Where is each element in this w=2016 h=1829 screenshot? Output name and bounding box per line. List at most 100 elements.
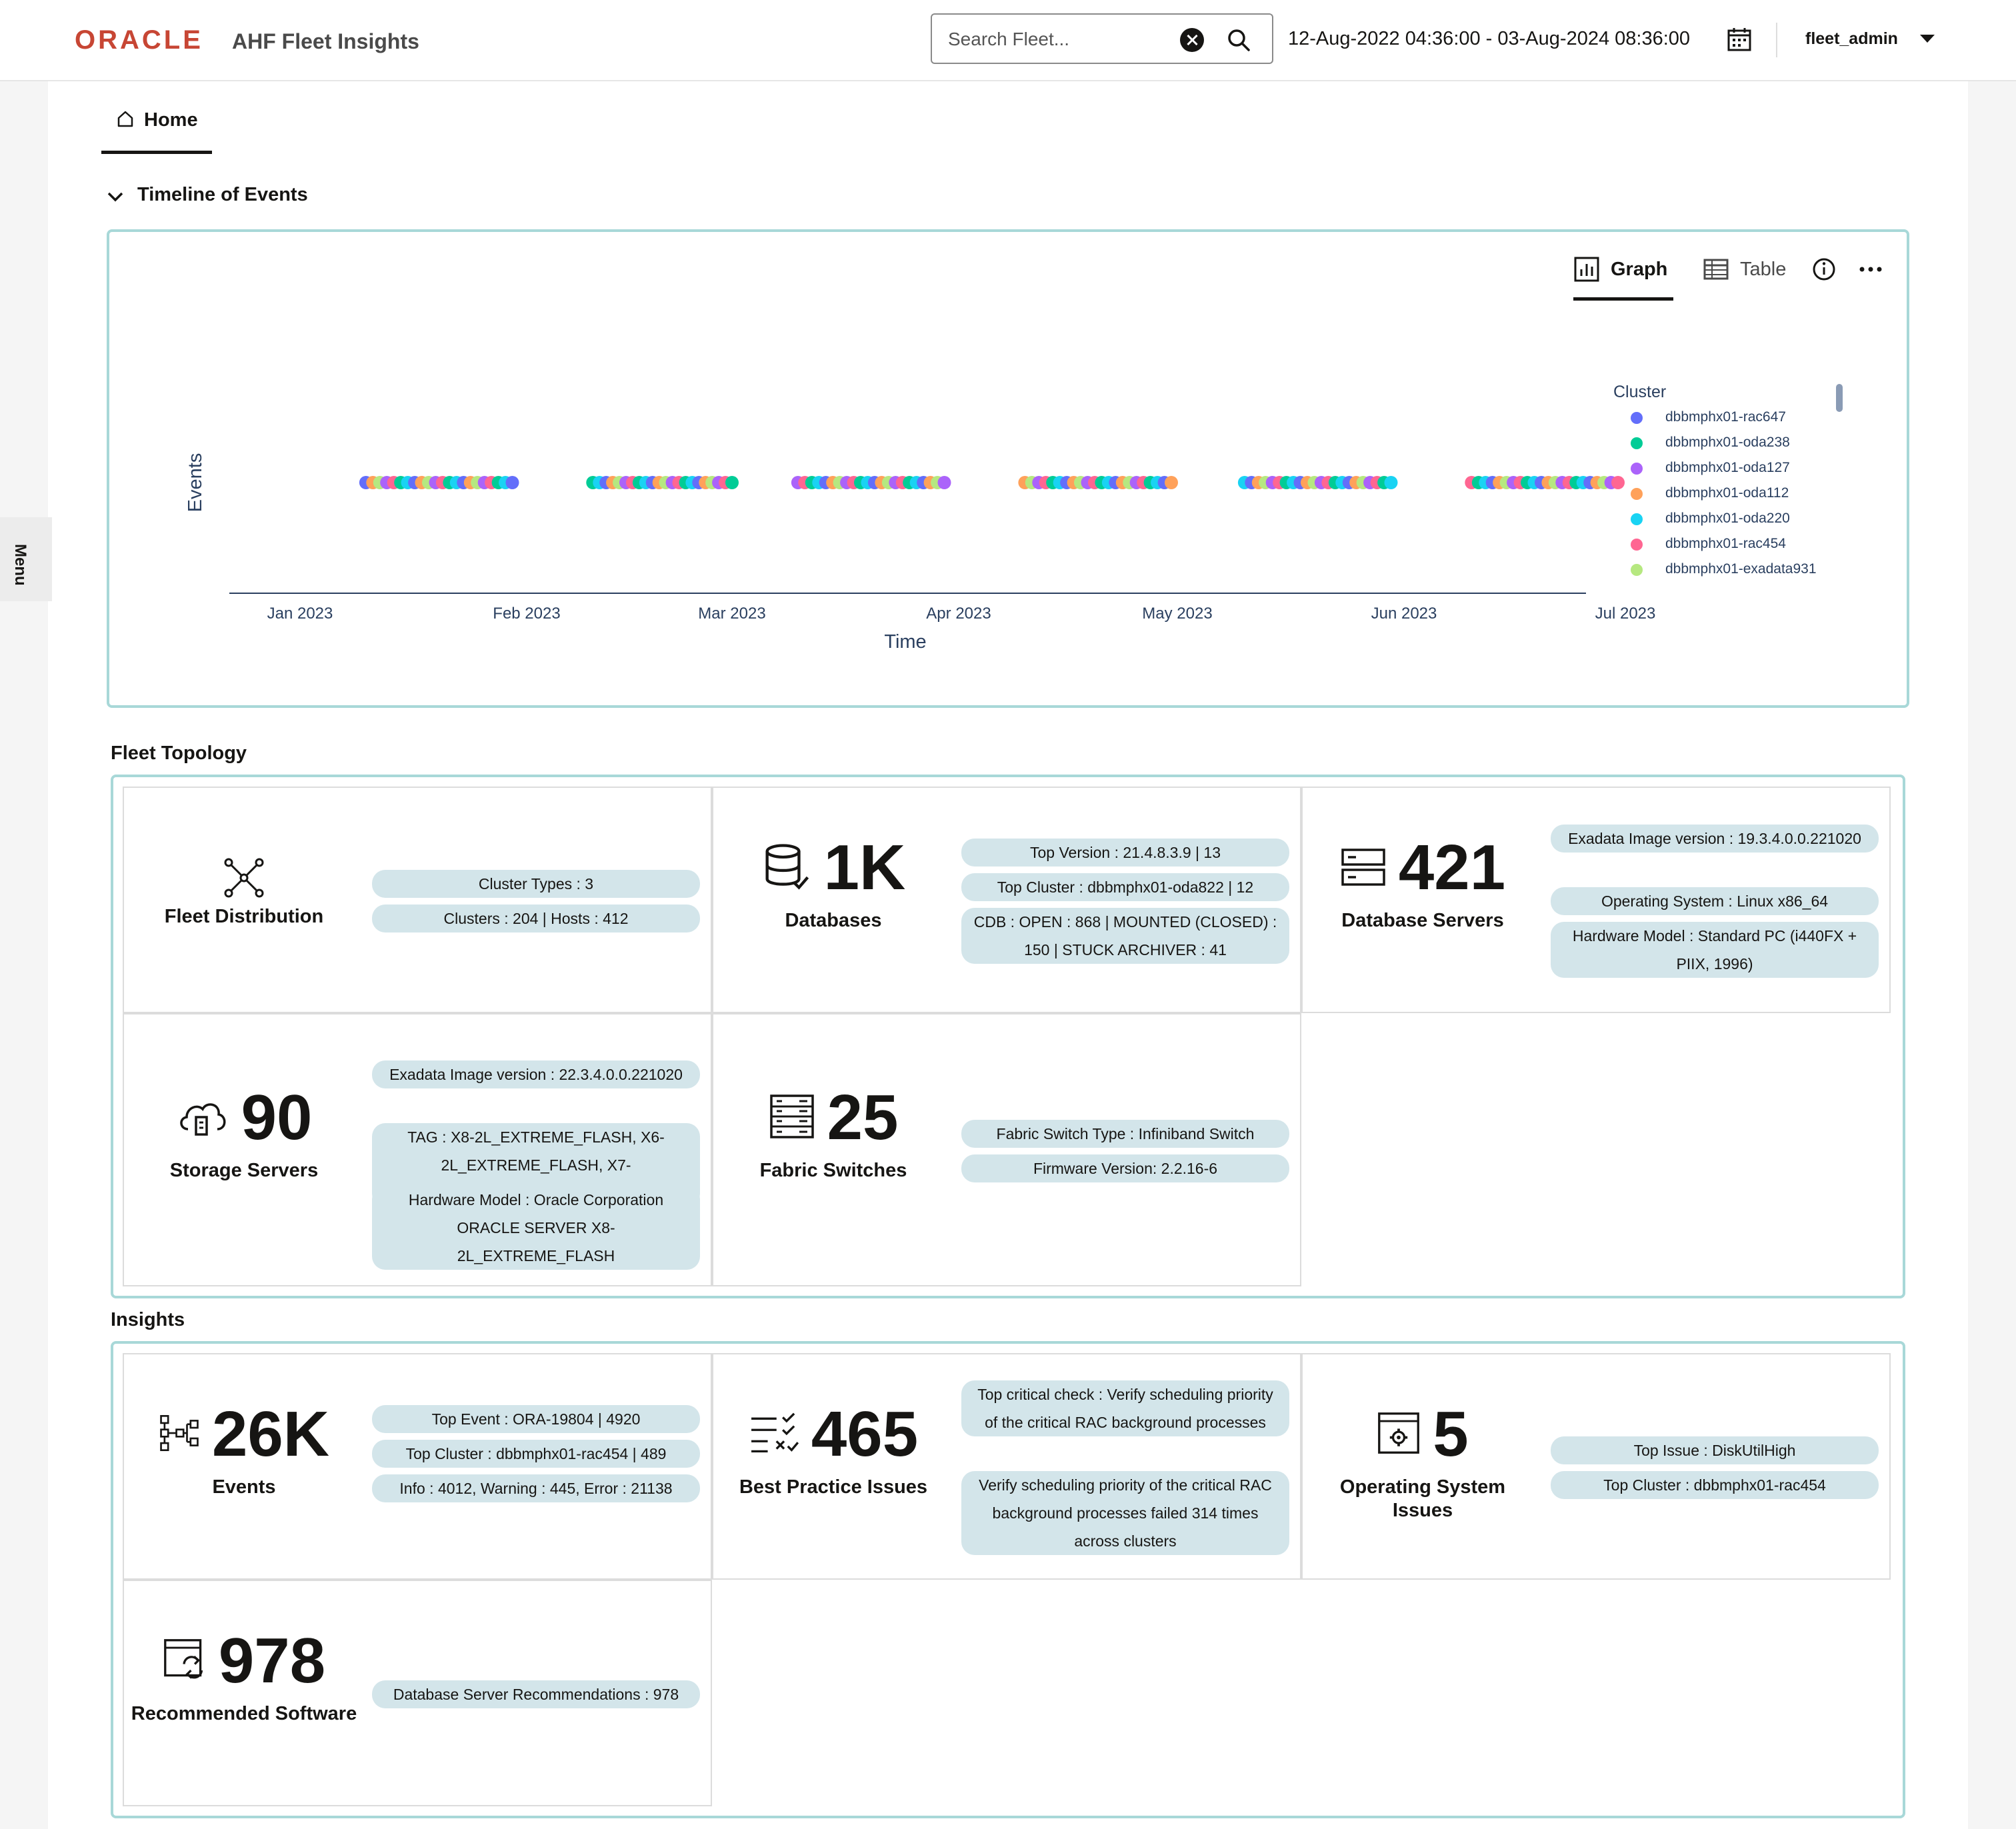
menu-toggle[interactable]: Menu bbox=[0, 517, 52, 601]
x-tick-label: Apr 2023 bbox=[926, 605, 991, 623]
os-label: Operating System Issues bbox=[1339, 1476, 1506, 1521]
info-pill: Top Version : 21.4.8.3.9 | 13 bbox=[961, 839, 1289, 867]
sw-headline: 978 bbox=[124, 1629, 364, 1693]
event-point[interactable] bbox=[1611, 476, 1625, 489]
legend-item[interactable]: dbbmphx01-oda112 bbox=[1631, 483, 1851, 508]
legend-label: dbbmphx01-rac454 bbox=[1665, 536, 1786, 551]
legend-label: dbbmphx01-oda220 bbox=[1665, 511, 1790, 526]
os-icon bbox=[1377, 1411, 1421, 1458]
os-card[interactable]: 5 Operating System Issues Top Issue : Disk… bbox=[1301, 1353, 1891, 1580]
left-gutter bbox=[0, 81, 48, 1829]
x-tick-labels: Jan 2023 Feb 2023 Mar 2023 Apr 2023 May 2023… bbox=[267, 605, 1656, 623]
storage-headline: 90 bbox=[124, 1086, 364, 1150]
fabric-count: 25 bbox=[827, 1082, 899, 1153]
legend-marker bbox=[1631, 437, 1643, 449]
chevron-down-icon[interactable] bbox=[1920, 35, 1935, 43]
legend-title: Cluster bbox=[1613, 383, 1667, 401]
dbs-count: 421 bbox=[1398, 832, 1506, 903]
tab-table[interactable]: Table bbox=[1703, 256, 1803, 297]
insights-section-title: Insights bbox=[111, 1309, 185, 1330]
clear-search-icon[interactable] bbox=[1180, 28, 1204, 52]
event-point[interactable] bbox=[1165, 476, 1178, 489]
x-tick-label: Jun 2023 bbox=[1371, 605, 1437, 623]
events-headline: 26K bbox=[124, 1402, 364, 1466]
events-icon bbox=[159, 1412, 200, 1457]
legend-item[interactable]: dbbmphx01-oda238 bbox=[1631, 432, 1851, 457]
legend-marker bbox=[1631, 513, 1643, 525]
db-label: Databases bbox=[785, 910, 882, 931]
topology-section-title: Fleet Topology bbox=[111, 743, 247, 764]
chevron-down-icon[interactable] bbox=[105, 187, 125, 207]
bp-card[interactable]: 465 Best Practice Issues Top critical chec… bbox=[712, 1353, 1301, 1580]
info-pill: CDB : OPEN : 868 | MOUNTED (CLOSED) : 15… bbox=[961, 908, 1289, 964]
legend-marker bbox=[1631, 463, 1643, 475]
sw-count: 978 bbox=[218, 1625, 326, 1696]
tab-home-label: Home bbox=[144, 109, 198, 131]
storage-card[interactable]: 90 Storage Servers Exadata Image version :… bbox=[123, 1013, 712, 1286]
legend-marker bbox=[1631, 412, 1643, 424]
event-point[interactable] bbox=[505, 476, 519, 489]
search-input[interactable] bbox=[947, 25, 1169, 53]
dbs-card[interactable]: 421 Database Servers Exadata Image version… bbox=[1301, 787, 1891, 1013]
sw-icon bbox=[163, 1638, 207, 1685]
legend-label: dbbmphx01-oda127 bbox=[1665, 460, 1790, 475]
fabric-headline: 25 bbox=[713, 1086, 953, 1150]
dbs-headline: 421 bbox=[1303, 836, 1543, 900]
dbs-icon bbox=[1340, 843, 1387, 893]
legend-item[interactable]: dbbmphx01-rac647 bbox=[1631, 407, 1851, 432]
info-icon[interactable] bbox=[1811, 256, 1837, 283]
tab-graph[interactable]: Graph bbox=[1573, 256, 1673, 301]
db-headline: 1K bbox=[713, 836, 953, 900]
sw-card[interactable]: 978 Recommended Software Database Server R… bbox=[123, 1580, 712, 1806]
info-pill: Top Event : ORA-19804 | 4920 bbox=[372, 1405, 700, 1433]
legend-scrollbar[interactable] bbox=[1836, 384, 1843, 412]
legend-item[interactable]: dbbmphx01-exadata931 bbox=[1631, 559, 1851, 584]
bar-chart-icon bbox=[1574, 257, 1599, 282]
timeline-section-title[interactable]: Timeline of Events bbox=[137, 184, 308, 205]
info-pill: Hardware Model : Standard PC (i440FX + P… bbox=[1551, 922, 1879, 978]
search-icon[interactable] bbox=[1225, 27, 1252, 53]
more-options-icon[interactable] bbox=[1857, 256, 1884, 283]
os-count: 5 bbox=[1433, 1398, 1469, 1470]
event-point[interactable] bbox=[1384, 476, 1398, 489]
date-range: 12-Aug-2022 04:36:00 - 03-Aug-2024 08:36… bbox=[1288, 28, 1691, 49]
header-divider bbox=[1776, 23, 1777, 57]
fleet-icon bbox=[221, 855, 267, 905]
db-icon bbox=[761, 841, 812, 895]
fleet-card[interactable]: Fleet Distribution Cluster Types : 3 Clust… bbox=[123, 787, 712, 1013]
db-card[interactable]: 1K Databases Top Version : 21.4.8.3.9 | 13… bbox=[712, 787, 1301, 1013]
x-tick-label: Jan 2023 bbox=[267, 605, 333, 623]
legend-item[interactable]: dbbmphx01-rac454 bbox=[1631, 533, 1851, 559]
legend-marker bbox=[1631, 539, 1643, 551]
dbs-label: Database Servers bbox=[1341, 910, 1504, 931]
legend-item[interactable]: dbbmphx01-oda127 bbox=[1631, 457, 1851, 483]
legend-label: dbbmphx01-oda112 bbox=[1665, 485, 1789, 501]
x-tick-label: May 2023 bbox=[1142, 605, 1212, 623]
menu-label: Menu bbox=[11, 544, 29, 586]
db-count: 1K bbox=[823, 832, 906, 903]
oracle-logo[interactable]: ORACLE bbox=[75, 25, 203, 55]
app-title: AHF Fleet Insights bbox=[232, 29, 419, 53]
info-pill: Top Cluster : dbbmphx01-oda822 | 12 bbox=[961, 873, 1289, 901]
info-pill: Top critical check : Verify scheduling p… bbox=[961, 1380, 1289, 1436]
calendar-icon[interactable] bbox=[1727, 27, 1752, 52]
user-menu[interactable]: fleet_admin bbox=[1805, 29, 1898, 48]
info-pill: Operating System : Linux x86_64 bbox=[1551, 887, 1879, 915]
info-pill: Info : 4012, Warning : 445, Error : 2113… bbox=[372, 1474, 700, 1502]
info-pill: Fabric Switch Type : Infiniband Switch bbox=[961, 1120, 1289, 1148]
x-tick-label: Mar 2023 bbox=[698, 605, 765, 623]
fabric-icon bbox=[769, 1093, 815, 1143]
legend-label: dbbmphx01-oda238 bbox=[1665, 435, 1790, 450]
info-pill: Exadata Image version : 22.3.4.0.0.22102… bbox=[372, 1060, 700, 1088]
legend-item[interactable]: dbbmphx01-oda220 bbox=[1631, 508, 1851, 533]
fabric-card[interactable]: 25 Fabric Switches Fabric Switch Type : In… bbox=[712, 1013, 1301, 1286]
event-point[interactable] bbox=[937, 476, 951, 489]
storage-icon bbox=[176, 1093, 229, 1143]
info-pill: Clusters : 204 | Hosts : 412 bbox=[372, 905, 700, 932]
legend-label: dbbmphx01-rac647 bbox=[1665, 409, 1786, 425]
info-pill: Top Cluster : dbbmphx01-rac454 bbox=[1551, 1471, 1879, 1499]
tab-home[interactable]: Home bbox=[101, 100, 212, 154]
fabric-label: Fabric Switches bbox=[759, 1160, 907, 1181]
events-card[interactable]: 26K Events Top Event : ORA-19804 | 4920 Top… bbox=[123, 1353, 712, 1580]
event-point[interactable] bbox=[725, 476, 739, 489]
